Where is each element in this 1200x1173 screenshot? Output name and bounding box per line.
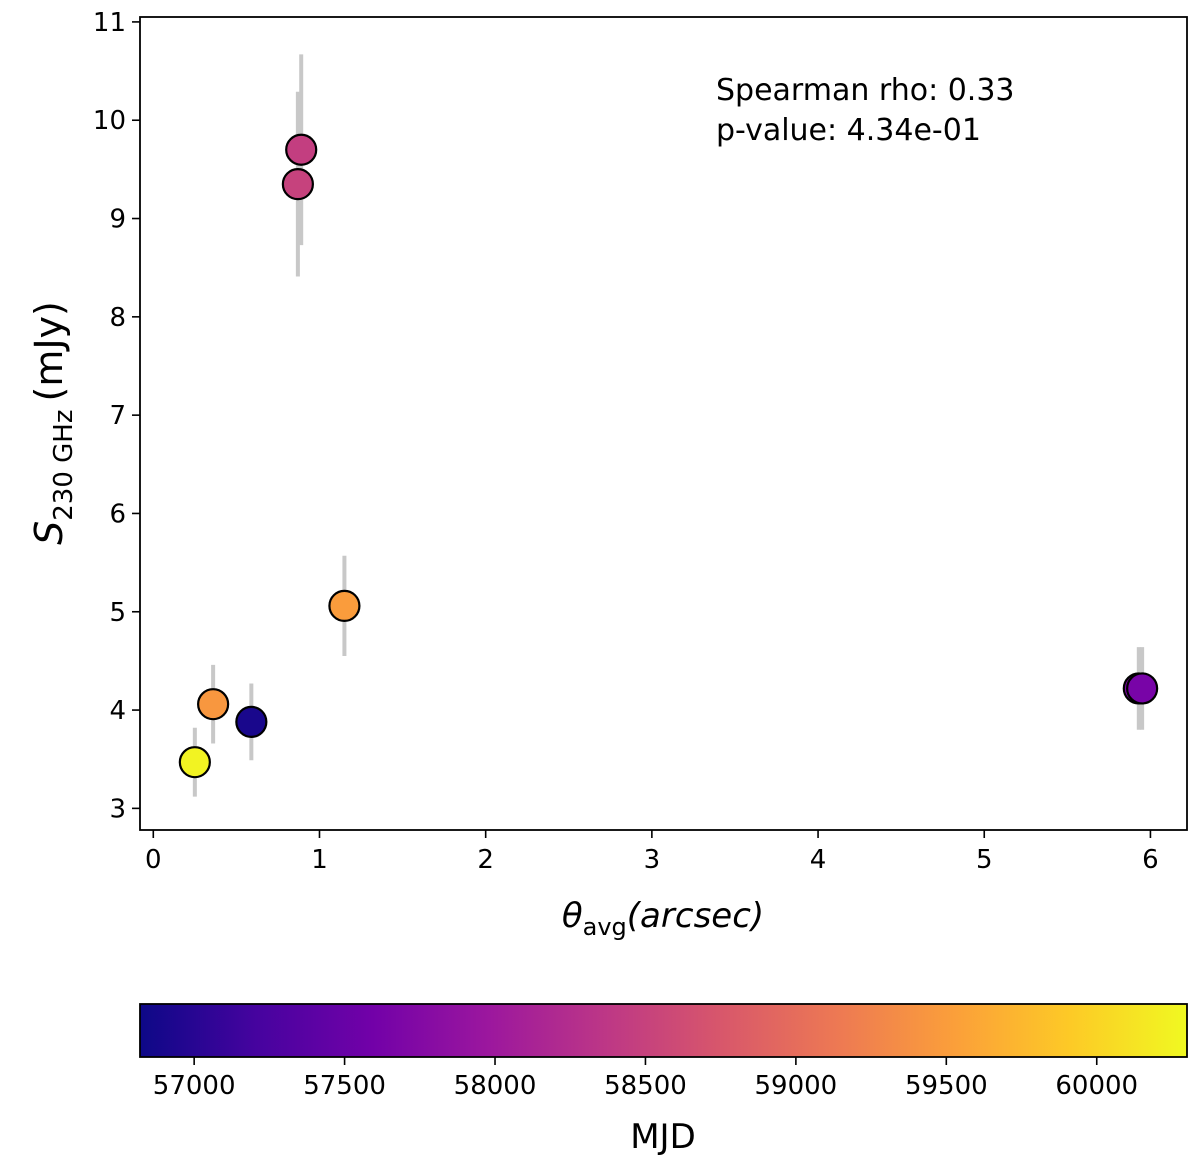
x-tick-label: 6 (1142, 845, 1159, 875)
data-point (1126, 672, 1159, 705)
colorbar-tick-label: 59000 (755, 1071, 838, 1101)
colorbar-tick-label: 58000 (454, 1071, 537, 1101)
y-tick-label: 7 (109, 401, 126, 431)
x-tick-label: 4 (810, 845, 827, 875)
colorbar-ticks: 57000 57500 58000 58500 59000 59500 60000 (153, 1057, 1138, 1101)
y-axis-label: S230 GHz(mJy) (27, 301, 79, 545)
x-axis-label: θavg(arcsec) (562, 896, 764, 941)
data-point (285, 133, 318, 166)
point-group (178, 133, 1159, 779)
colorbar-tick-label: 60000 (1055, 1071, 1138, 1101)
x-tick-label: 0 (145, 845, 162, 875)
colorbar-tick-label: 57500 (303, 1071, 386, 1101)
y-tick-label: 5 (109, 598, 126, 628)
x-tick-label: 5 (976, 845, 993, 875)
data-point (178, 746, 211, 779)
colorbar-label: MJD (630, 1117, 696, 1157)
x-axis-ticks: 0 1 2 3 4 5 6 (145, 830, 1159, 875)
data-point (281, 168, 314, 201)
y-tick-label: 10 (93, 106, 126, 136)
x-tick-label: 3 (644, 845, 661, 875)
colorbar-tick-label: 57000 (153, 1071, 236, 1101)
p-value-annotation: p-value: 4.34e-01 (716, 113, 981, 148)
y-tick-label: 6 (109, 499, 126, 529)
y-tick-label: 9 (109, 205, 126, 235)
x-tick-label: 2 (477, 845, 494, 875)
spearman-rho-annotation: Spearman rho: 0.33 (716, 73, 1015, 108)
data-point (328, 589, 361, 622)
y-tick-label: 8 (109, 303, 126, 333)
colorbar-tick-label: 58500 (604, 1071, 687, 1101)
x-tick-label: 1 (311, 845, 328, 875)
y-tick-label: 4 (109, 696, 126, 726)
colorbar (139, 1003, 1188, 1058)
y-axis-ticks: 3 4 5 6 7 8 9 10 11 (93, 8, 140, 824)
data-point (197, 688, 230, 721)
colorbar-tick-label: 59500 (905, 1071, 988, 1101)
y-tick-label: 3 (109, 794, 126, 824)
data-point (235, 705, 268, 738)
y-tick-label: 11 (93, 8, 126, 38)
